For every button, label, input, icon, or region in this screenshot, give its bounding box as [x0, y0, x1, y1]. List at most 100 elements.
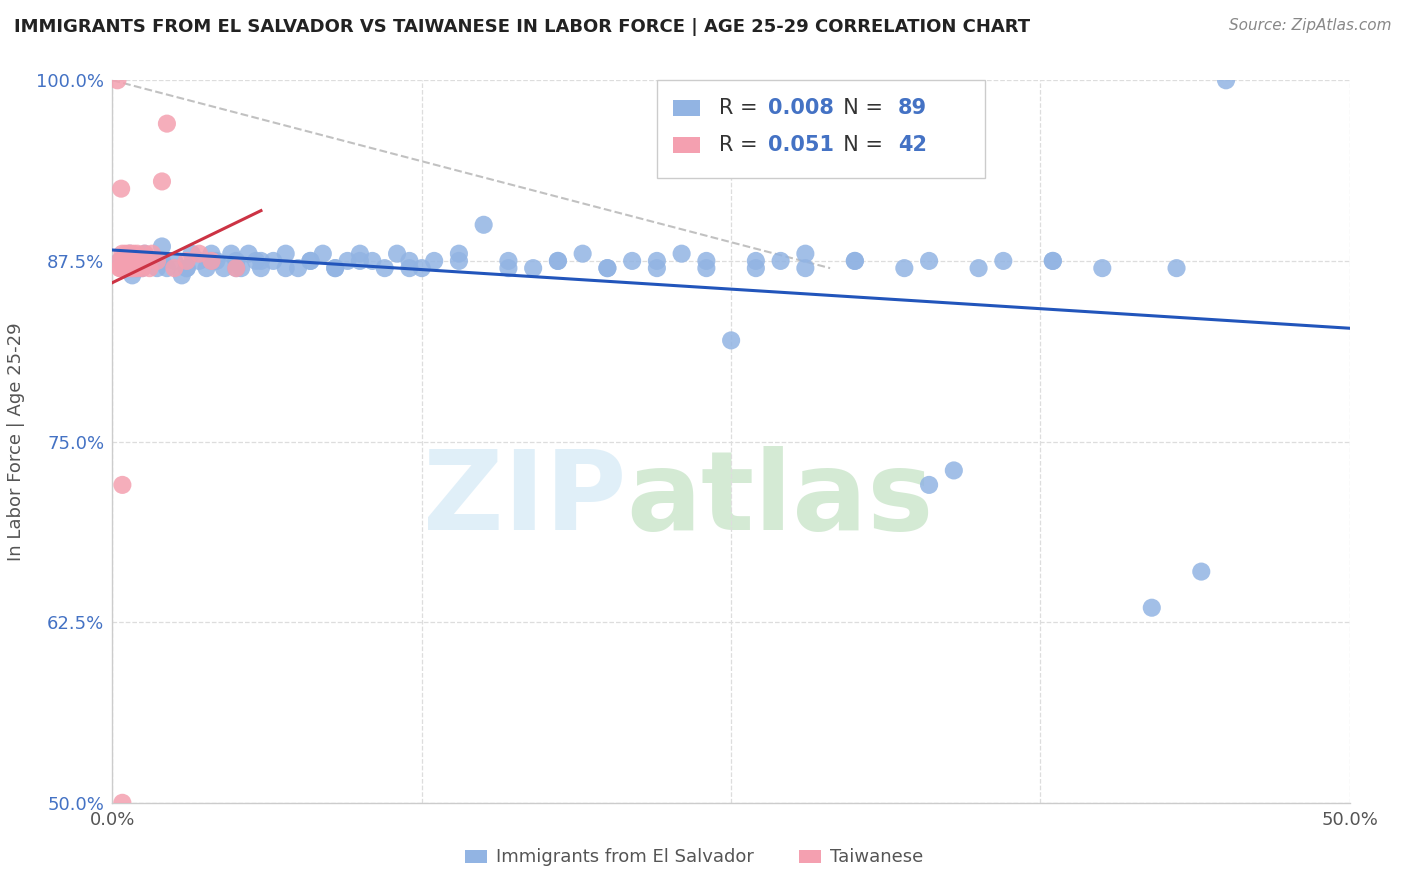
FancyBboxPatch shape: [799, 850, 821, 863]
Point: [794, 261, 817, 276]
Point: [274, 246, 297, 260]
Point: [1140, 600, 1163, 615]
Point: [596, 261, 619, 276]
FancyBboxPatch shape: [673, 137, 700, 153]
Point: [398, 254, 420, 268]
Point: [108, 261, 131, 276]
Point: [918, 254, 941, 268]
Point: [200, 246, 222, 260]
Point: [111, 478, 134, 492]
Point: [146, 254, 169, 268]
Point: [323, 261, 346, 276]
Point: [117, 254, 139, 268]
Point: [1042, 254, 1064, 268]
Point: [621, 254, 644, 268]
Point: [212, 261, 235, 276]
FancyBboxPatch shape: [673, 100, 700, 116]
Point: [121, 261, 143, 276]
Point: [111, 246, 134, 260]
Point: [349, 246, 371, 260]
Point: [942, 463, 965, 477]
Point: [114, 261, 136, 276]
Point: [1189, 565, 1212, 579]
Point: [121, 254, 143, 268]
Point: [361, 254, 384, 268]
Point: [645, 254, 668, 268]
Point: [1166, 261, 1188, 276]
Point: [844, 254, 866, 268]
Point: [225, 254, 247, 268]
Point: [141, 246, 163, 260]
Point: [547, 254, 569, 268]
Point: [695, 254, 717, 268]
Point: [117, 254, 139, 268]
Text: atlas: atlas: [626, 446, 934, 553]
Point: [114, 254, 136, 268]
Point: [596, 261, 619, 276]
Point: [111, 796, 134, 810]
FancyBboxPatch shape: [657, 80, 984, 178]
Point: [398, 261, 420, 276]
Point: [498, 254, 520, 268]
Point: [108, 261, 131, 276]
Point: [447, 246, 470, 260]
Text: 0.051: 0.051: [768, 136, 834, 155]
Point: [225, 261, 247, 276]
Text: 0.008: 0.008: [768, 98, 834, 118]
Point: [745, 261, 768, 276]
Point: [115, 246, 138, 260]
Text: ZIP: ZIP: [423, 446, 626, 553]
Point: [671, 246, 693, 260]
Point: [200, 254, 222, 268]
Point: [238, 246, 260, 260]
Point: [745, 254, 768, 268]
Point: [274, 261, 297, 276]
Point: [299, 254, 322, 268]
Point: [118, 246, 141, 260]
Point: [134, 246, 156, 260]
Text: N =: N =: [830, 98, 890, 118]
FancyBboxPatch shape: [465, 850, 488, 863]
Text: Source: ZipAtlas.com: Source: ZipAtlas.com: [1229, 18, 1392, 33]
Point: [107, 73, 129, 87]
Point: [195, 261, 218, 276]
Point: [1042, 254, 1064, 268]
Point: [108, 254, 131, 268]
Point: [138, 261, 160, 276]
Point: [498, 261, 520, 276]
Point: [1215, 73, 1237, 87]
Point: [472, 218, 495, 232]
Point: [110, 181, 132, 195]
Point: [163, 261, 186, 276]
Point: [127, 261, 149, 276]
Point: [385, 246, 408, 260]
Point: [323, 261, 346, 276]
Point: [124, 254, 146, 268]
Point: [188, 246, 211, 260]
Text: IMMIGRANTS FROM EL SALVADOR VS TAIWANESE IN LABOR FORCE | AGE 25-29 CORRELATION : IMMIGRANTS FROM EL SALVADOR VS TAIWANESE…: [14, 18, 1031, 36]
Point: [188, 254, 211, 268]
Point: [150, 239, 173, 253]
Point: [411, 261, 433, 276]
Point: [156, 261, 179, 276]
Point: [645, 261, 668, 276]
Point: [349, 254, 371, 268]
Point: [111, 254, 134, 268]
Point: [231, 261, 253, 276]
Point: [844, 254, 866, 268]
Point: [127, 261, 149, 276]
Point: [769, 254, 792, 268]
Point: [150, 254, 173, 268]
Point: [134, 246, 156, 260]
Point: [163, 254, 186, 268]
Point: [287, 261, 309, 276]
Point: [695, 261, 717, 276]
Point: [893, 261, 915, 276]
Point: [125, 254, 148, 268]
Point: [918, 478, 941, 492]
Point: [993, 254, 1015, 268]
Point: [720, 334, 742, 348]
Point: [447, 254, 470, 268]
Point: [131, 261, 153, 276]
Point: [423, 254, 446, 268]
